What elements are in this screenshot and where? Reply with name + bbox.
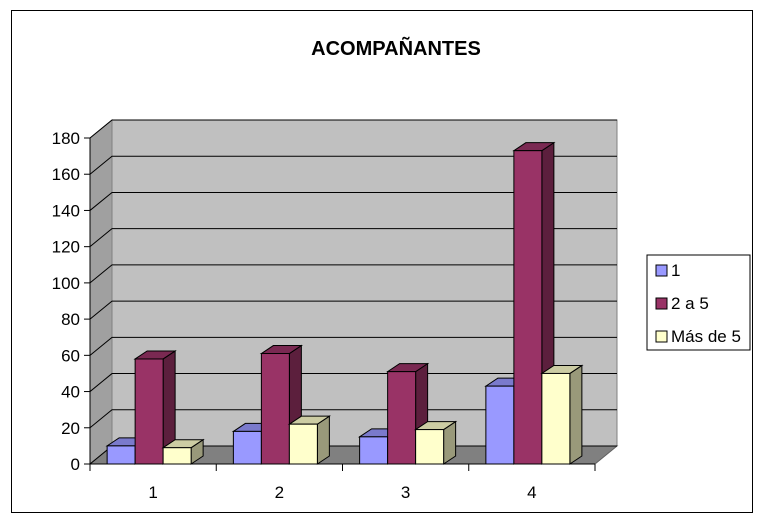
bar-front <box>162 447 192 465</box>
x-tick-label: 4 <box>527 483 536 502</box>
y-tick-label: 60 <box>61 346 80 365</box>
bar-front <box>541 372 571 465</box>
y-tick-label: 80 <box>61 310 80 329</box>
bar <box>512 141 556 465</box>
bar-front <box>359 436 389 465</box>
bar <box>540 364 584 465</box>
bar-front <box>232 430 262 465</box>
legend: 1 2 a 5 Más de 5 <box>646 254 751 351</box>
bar-front <box>260 353 290 465</box>
bar-front <box>134 358 164 465</box>
gridline <box>89 264 617 284</box>
y-tick-label: 140 <box>52 201 80 220</box>
gridline <box>89 191 617 211</box>
gridline <box>89 409 617 429</box>
y-tick-label: 40 <box>61 383 80 402</box>
bar-front <box>387 371 417 465</box>
bar <box>287 415 332 465</box>
y-tick-label: 0 <box>71 455 80 474</box>
legend-label: 1 <box>671 261 680 280</box>
bar-front <box>485 385 515 465</box>
gridline <box>89 373 617 392</box>
y-tick-label: 180 <box>52 129 80 148</box>
y-tick-label: 120 <box>52 238 80 257</box>
bar-front <box>288 423 318 465</box>
x-tick-label: 2 <box>275 483 284 502</box>
x-tick-label: 3 <box>401 483 410 502</box>
bar <box>413 420 458 465</box>
bar-front <box>415 429 445 465</box>
y-tick-label: 160 <box>52 165 80 184</box>
gridline <box>89 336 617 356</box>
legend-swatch <box>655 264 668 277</box>
gridline <box>89 119 617 139</box>
y-tick-label: 100 <box>52 274 80 293</box>
chart-title: ACOMPAÑANTES <box>311 37 481 60</box>
bar-side <box>569 364 583 465</box>
y-tick-label: 20 <box>61 419 80 438</box>
gridline <box>89 228 617 248</box>
plot-area: 0 20 40 60 80 100 120 140 160 180 1 2 3 4 <box>52 118 619 502</box>
gridline <box>89 155 617 175</box>
bar <box>161 438 205 465</box>
legend-label: Más de 5 <box>671 327 741 346</box>
bar-front <box>513 150 543 465</box>
legend-swatch <box>655 330 668 343</box>
bar-front <box>106 445 136 465</box>
x-tick-label: 1 <box>148 483 157 502</box>
legend-label: 2 a 5 <box>671 294 709 313</box>
legend-swatch <box>655 297 668 310</box>
gridline <box>89 300 617 320</box>
